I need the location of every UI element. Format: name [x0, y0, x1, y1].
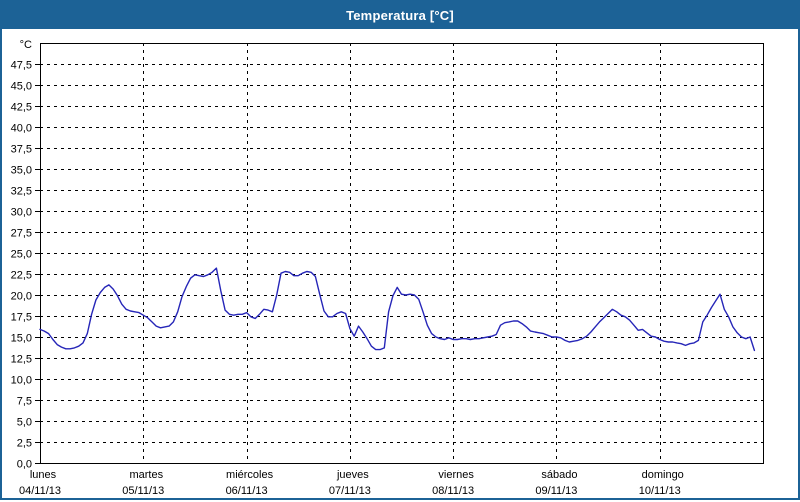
x-day-label: domingo [642, 469, 684, 481]
y-tick-label: 45,0 [11, 81, 32, 93]
y-tick-label: 22,5 [11, 270, 32, 282]
x-axis-labels: lunes 04/11/13 martes 05/11/13 miércoles 06/1… [19, 469, 684, 497]
temperature-line [39, 267, 756, 352]
y-tick-label: 42,5 [11, 102, 32, 114]
y-tick-label: 37,5 [11, 144, 32, 156]
y-tick-label: 7,5 [17, 396, 32, 408]
y-axis-unit-label: °C [20, 39, 32, 51]
y-tick-label: 12,5 [11, 354, 32, 366]
x-date-label: 04/11/13 [19, 485, 61, 497]
x-day-label: lunes [30, 469, 57, 481]
y-axis-labels: 47,5 45,0 42,5 40,0 37,5 35,0 32,5 30,0 27,5 25,0… [11, 39, 32, 471]
chart-title: Temperatura [°C] [346, 8, 454, 23]
y-tick-label: 0,0 [17, 459, 32, 471]
y-tick-label: 5,0 [17, 417, 32, 429]
plot-border [40, 43, 764, 464]
y-tick-label: 2,5 [17, 438, 32, 450]
x-day-label: miércoles [226, 469, 274, 481]
y-tick-label: 27,5 [11, 228, 32, 240]
y-tick-label: 20,0 [11, 291, 32, 303]
x-date-label: 08/11/13 [432, 485, 474, 497]
y-tick-label: 32,5 [11, 186, 32, 198]
y-tick-label: 40,0 [11, 123, 32, 135]
y-tick-label: 10,0 [11, 375, 32, 387]
x-date-label: 10/11/13 [639, 485, 681, 497]
plot-grid [40, 43, 763, 463]
axis-ticks [35, 64, 40, 464]
y-tick-label: 47,5 [11, 60, 32, 72]
x-date-label: 07/11/13 [329, 485, 371, 497]
x-date-label: 06/11/13 [226, 485, 268, 497]
x-date-label: 05/11/13 [122, 485, 164, 497]
chart-titlebar: Temperatura [°C] [2, 2, 798, 29]
y-tick-label: 25,0 [11, 249, 32, 261]
y-tick-label: 17,5 [11, 312, 32, 324]
x-day-label: jueves [336, 469, 369, 481]
x-day-label: martes [129, 469, 163, 481]
x-day-label: sábado [541, 469, 577, 481]
x-date-label: 09/11/13 [535, 485, 577, 497]
x-day-label: viernes [438, 469, 474, 481]
y-tick-label: 35,0 [11, 165, 32, 177]
y-tick-label: 30,0 [11, 207, 32, 219]
y-tick-label: 15,0 [11, 333, 32, 345]
